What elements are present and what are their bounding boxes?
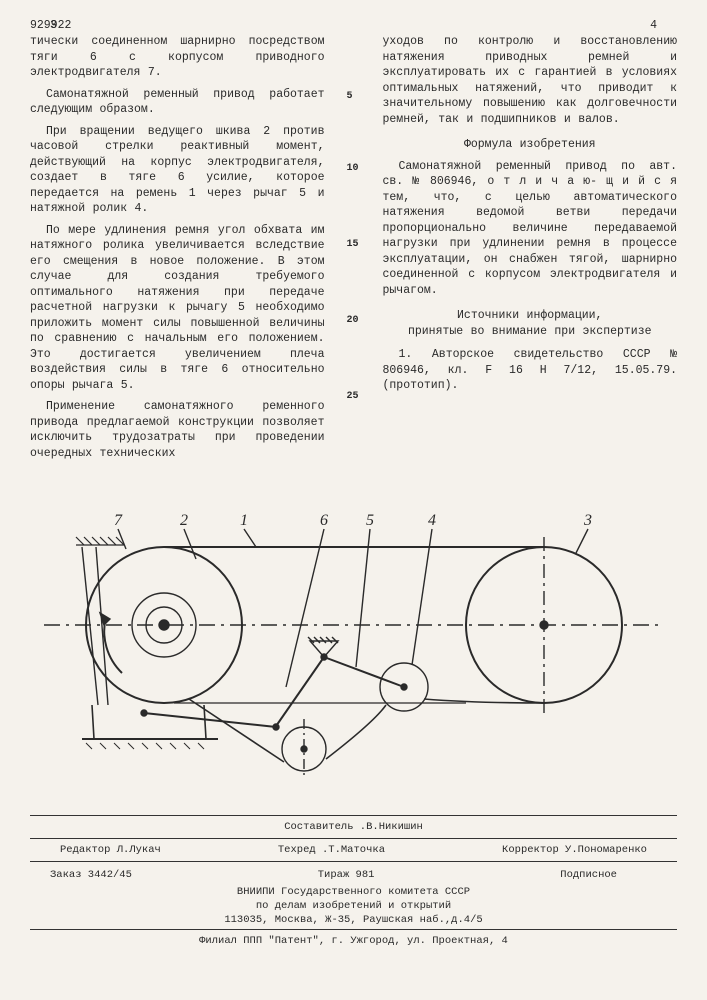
label-2: 2 [180,512,188,529]
line-num-15: 15 [347,238,359,252]
para-l3: При вращении ведущего шкива 2 против час… [30,124,325,217]
formula-text: Самонатяжной ременный привод по авт. св.… [383,159,678,299]
sources-sub: принятые во внимание при экспертизе [383,324,678,340]
sources-title: Источники информации, [383,308,678,324]
line-num-5: 5 [347,90,353,104]
footer: Составитель .В.Никишин Редактор Л.Лукач … [30,815,677,949]
diagram-svg: 7 2 1 6 5 4 3 [34,487,674,797]
org1: ВНИИПИ Государственного комитета СССР [30,886,677,900]
corrector: Корректор У.Пономаренко [502,843,647,857]
label-3: 3 [583,512,592,529]
order: Заказ 3442/45 [50,868,132,882]
left-column: тически соединенном шарнирно посредством… [30,34,325,467]
para-l5: Применение самонатяжного ременного приво… [30,399,325,461]
branch: Филиал ППП "Патент", г. Ужгород, ул. Про… [30,934,677,948]
right-column: уходов по контролю и восстановлению натя… [383,34,678,467]
label-6: 6 [320,512,328,529]
label-5: 5 [366,512,374,529]
label-1: 1 [240,512,248,529]
page-header: 3 929922 4 [30,18,677,34]
editorial-row: Редактор Л.Лукач Техред .Т.Маточка Корре… [30,838,677,862]
para-l4: По мере удлинения ремня угол обхвата им … [30,223,325,394]
org-block: ВНИИПИ Государственного комитета СССР по… [30,884,677,930]
right-page-num: 4 [650,18,657,34]
label-7: 7 [114,512,123,529]
line-num-25: 25 [347,390,359,404]
para-l1: тически соединенном шарнирно посредством… [30,34,325,81]
address: 113035, Москва, Ж-35, Раушская наб.,д.4/… [30,914,677,928]
mechanical-diagram: 7 2 1 6 5 4 3 [30,487,677,803]
label-4: 4 [428,512,436,529]
compiler: Составитель .В.Никишин [30,820,677,834]
para-l2: Самонатяжной ременный привод работает сл… [30,87,325,118]
left-page-num: 3 [50,18,57,34]
org2: по делам изобретений и открытий [30,900,677,914]
formula-title: Формула изобретения [383,137,678,153]
techred: Техред .Т.Маточка [278,843,385,857]
text-columns: тически соединенном шарнирно посредством… [30,34,677,467]
subscription: Подписное [560,868,617,882]
para-r1: уходов по контролю и восстановлению натя… [383,34,678,127]
line-num-10: 10 [347,162,359,176]
source-item: 1. Авторское свидетельство СССР № 806946… [383,347,678,394]
tirage: Тираж 981 [318,868,375,882]
order-row: Заказ 3442/45 Тираж 981 Подписное [30,866,677,884]
editor: Редактор Л.Лукач [60,843,161,857]
line-number-gutter: 5 10 15 20 25 [347,34,361,467]
line-num-20: 20 [347,314,359,328]
